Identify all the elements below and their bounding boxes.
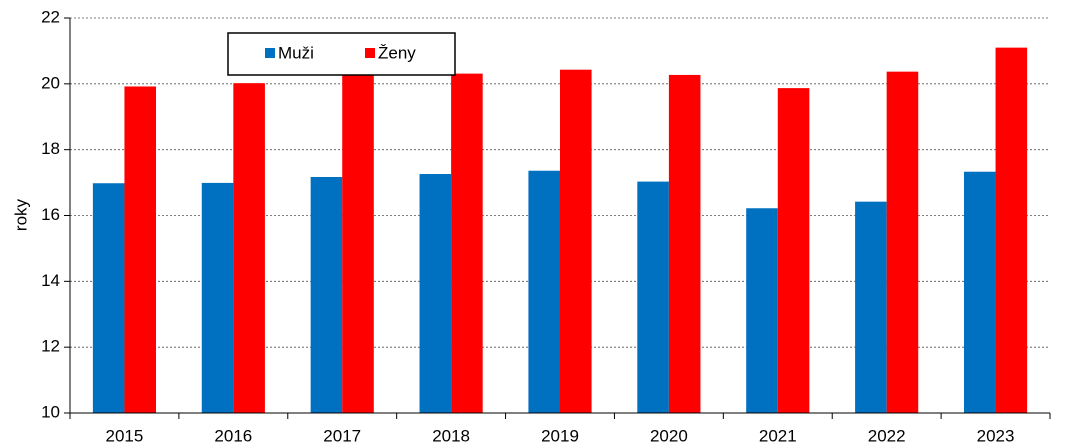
x-tick-label: 2020 bbox=[650, 426, 688, 445]
x-tick-label: 2022 bbox=[868, 426, 906, 445]
bar bbox=[92, 183, 125, 413]
bar bbox=[886, 71, 919, 413]
legend-label: Muži bbox=[278, 43, 314, 62]
bar bbox=[201, 182, 234, 413]
y-tick-label: 16 bbox=[41, 205, 60, 224]
bar bbox=[342, 74, 374, 413]
bar bbox=[560, 69, 592, 413]
legend-swatch bbox=[365, 48, 375, 58]
bar bbox=[995, 47, 1028, 413]
legend-box bbox=[227, 32, 456, 76]
bar bbox=[668, 74, 701, 413]
y-tick-label: 12 bbox=[41, 337, 60, 356]
x-tick-label: 2015 bbox=[106, 426, 144, 445]
bar bbox=[419, 174, 452, 413]
y-tick-label: 14 bbox=[41, 271, 60, 290]
bar bbox=[528, 170, 560, 413]
x-tick-label: 2016 bbox=[214, 426, 252, 445]
bar bbox=[777, 88, 810, 414]
y-tick-label: 22 bbox=[41, 7, 60, 26]
y-tick-label: 10 bbox=[41, 402, 60, 421]
y-tick-label: 18 bbox=[41, 139, 60, 158]
x-tick-label: 2017 bbox=[323, 426, 361, 445]
bar bbox=[637, 181, 669, 413]
bar bbox=[233, 83, 265, 414]
bar bbox=[310, 176, 343, 413]
legend-label: Ženy bbox=[378, 43, 416, 62]
bar bbox=[963, 171, 996, 413]
x-tick-label: 2019 bbox=[541, 426, 579, 445]
legend-swatch bbox=[265, 48, 275, 58]
bar bbox=[451, 73, 483, 414]
y-tick-label: 20 bbox=[41, 73, 60, 92]
bar bbox=[855, 201, 887, 413]
bar bbox=[746, 208, 778, 413]
x-tick-label: 2018 bbox=[432, 426, 470, 445]
y-axis-label: roky bbox=[11, 198, 30, 231]
bar bbox=[124, 86, 157, 413]
x-tick-label: 2023 bbox=[977, 426, 1015, 445]
x-tick-label: 2021 bbox=[759, 426, 797, 445]
